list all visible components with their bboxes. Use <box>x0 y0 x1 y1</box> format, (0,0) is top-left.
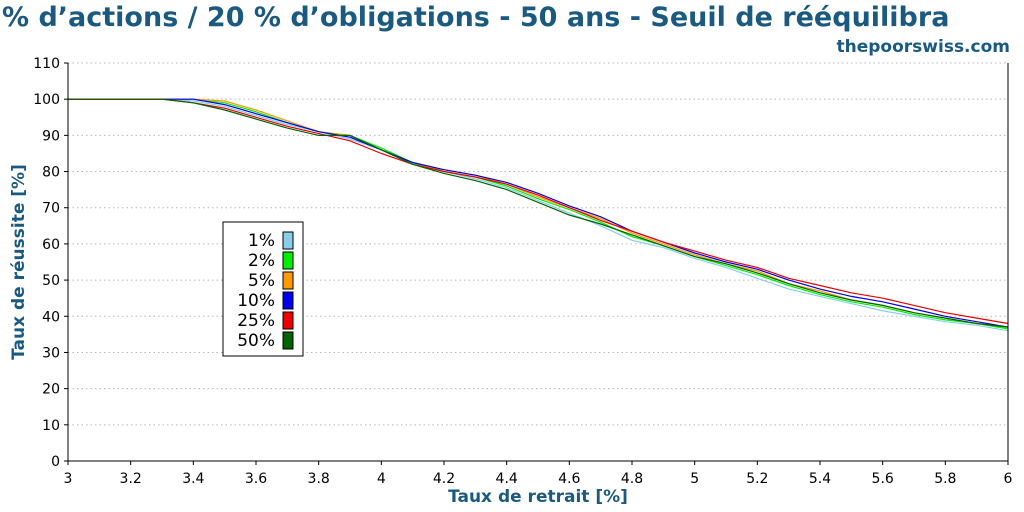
x-ticks: 3 3.2 3.4 3.6 3.8 4 4.2 4.4 4.6 4.8 5 5.2 5.4 5.6 5.8 6 <box>64 461 1013 487</box>
x-tick-label: 5.2 <box>746 471 768 487</box>
x-tick-label: 3.8 <box>308 471 330 487</box>
x-tick-label: 4 <box>377 471 386 487</box>
y-tick-label: 70 <box>42 201 60 217</box>
x-tick-label: 6 <box>1004 471 1013 487</box>
legend-swatch <box>282 331 294 350</box>
y-tick-label: 60 <box>42 237 60 253</box>
legend: 1%2%5%10%25%50% <box>222 221 304 357</box>
axes <box>67 63 1009 462</box>
legend-swatch <box>282 271 294 290</box>
legend-swatch <box>282 251 294 270</box>
y-axis-label: Taux de réussite [%] <box>9 164 29 360</box>
x-tick-label: 3.4 <box>182 471 204 487</box>
y-tick-label: 90 <box>42 128 60 144</box>
y-tick-label: 40 <box>42 309 60 325</box>
x-axis-label: Taux de retrait [%] <box>448 487 628 507</box>
series-line-50pct <box>68 98 1009 328</box>
y-tick-label: 0 <box>51 454 60 470</box>
x-tick-label: 4.2 <box>433 471 455 487</box>
x-tick-label: 4.6 <box>558 471 580 487</box>
series-lines <box>68 98 1009 332</box>
series-line-1pct <box>68 98 1009 332</box>
legend-label: 50% <box>237 331 275 351</box>
x-tick-label: 3.6 <box>245 471 267 487</box>
y-tick-label: 10 <box>42 418 60 434</box>
x-tick-label: 4.8 <box>621 471 643 487</box>
grid-lines <box>68 62 1008 426</box>
series-line-5pct <box>68 98 1009 328</box>
y-tick-label: 50 <box>42 273 60 289</box>
legend-label: 1% <box>248 231 275 251</box>
y-tick-label: 80 <box>42 165 60 181</box>
x-tick-label: 5.4 <box>809 471 831 487</box>
legend-label: 2% <box>248 251 275 271</box>
series-line-10pct <box>68 98 1009 328</box>
series-line-2pct <box>68 98 1009 330</box>
y-tick-label: 20 <box>42 382 60 398</box>
chart-source: thepoorswiss.com <box>837 37 1011 57</box>
x-tick-label: 4.4 <box>496 471 518 487</box>
legend-label: 10% <box>237 291 275 311</box>
legend-label: 5% <box>248 271 275 291</box>
x-tick-label: 5 <box>690 471 699 487</box>
legend-swatch <box>282 291 294 310</box>
series-line-25pct <box>68 98 1009 325</box>
chart-title: % d’actions / 20 % d’obligations - 50 an… <box>2 2 949 33</box>
legend-swatch <box>282 311 294 330</box>
legend-label: 25% <box>237 311 275 331</box>
y-ticks: 0 10 20 30 40 50 60 70 80 90 100 110 <box>33 56 68 470</box>
x-tick-label: 5.8 <box>934 471 956 487</box>
y-tick-label: 100 <box>33 92 60 108</box>
y-tick-label: 110 <box>33 56 60 72</box>
x-tick-label: 3.2 <box>120 471 142 487</box>
y-tick-label: 30 <box>42 345 60 361</box>
x-tick-label: 5.6 <box>872 471 894 487</box>
legend-swatch <box>282 231 294 250</box>
x-tick-label: 3 <box>64 471 73 487</box>
